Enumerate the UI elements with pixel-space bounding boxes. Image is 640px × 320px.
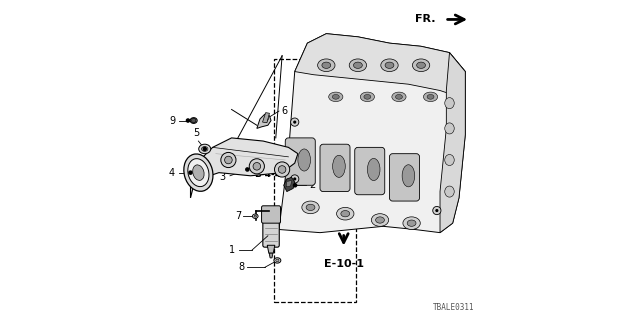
Ellipse shape — [322, 62, 331, 68]
Ellipse shape — [190, 118, 197, 124]
Circle shape — [221, 152, 236, 168]
Ellipse shape — [367, 158, 380, 180]
FancyBboxPatch shape — [355, 148, 385, 195]
Text: 7: 7 — [235, 211, 241, 221]
FancyBboxPatch shape — [263, 217, 279, 247]
Circle shape — [275, 162, 290, 177]
Ellipse shape — [341, 211, 349, 217]
Ellipse shape — [417, 62, 426, 68]
FancyBboxPatch shape — [320, 144, 350, 192]
Circle shape — [191, 118, 196, 123]
Circle shape — [225, 156, 232, 164]
Ellipse shape — [276, 259, 279, 262]
Ellipse shape — [202, 147, 208, 151]
Text: B-4-4: B-4-4 — [253, 170, 281, 179]
Circle shape — [249, 159, 264, 174]
Polygon shape — [262, 113, 269, 123]
Circle shape — [293, 177, 296, 180]
Ellipse shape — [298, 149, 310, 171]
Ellipse shape — [407, 220, 416, 226]
Text: 8: 8 — [238, 262, 244, 272]
Circle shape — [433, 206, 441, 215]
Ellipse shape — [302, 201, 319, 214]
Polygon shape — [284, 177, 295, 192]
Ellipse shape — [396, 94, 403, 99]
Ellipse shape — [424, 92, 438, 101]
Circle shape — [294, 184, 296, 187]
FancyBboxPatch shape — [390, 154, 419, 201]
Circle shape — [203, 148, 206, 150]
Ellipse shape — [412, 59, 429, 72]
Ellipse shape — [364, 94, 371, 99]
Text: E-10-1: E-10-1 — [324, 260, 364, 269]
Ellipse shape — [427, 94, 434, 99]
Text: 6: 6 — [282, 106, 287, 116]
Circle shape — [253, 163, 260, 170]
Ellipse shape — [274, 258, 281, 263]
Ellipse shape — [381, 59, 398, 72]
Ellipse shape — [445, 155, 454, 165]
Circle shape — [254, 215, 257, 218]
Text: 1: 1 — [228, 245, 235, 255]
Ellipse shape — [193, 165, 204, 180]
Ellipse shape — [445, 123, 454, 134]
Ellipse shape — [333, 155, 345, 177]
Polygon shape — [257, 114, 271, 128]
Text: 3: 3 — [219, 172, 225, 182]
Ellipse shape — [337, 207, 354, 220]
Circle shape — [293, 121, 296, 124]
Ellipse shape — [353, 62, 362, 68]
Polygon shape — [191, 138, 298, 198]
Ellipse shape — [402, 165, 415, 187]
Ellipse shape — [349, 59, 367, 72]
Circle shape — [265, 117, 268, 121]
FancyBboxPatch shape — [285, 138, 316, 185]
Ellipse shape — [184, 154, 213, 191]
Ellipse shape — [376, 217, 385, 223]
Circle shape — [186, 119, 189, 122]
Polygon shape — [269, 253, 273, 258]
Text: 5: 5 — [193, 128, 199, 138]
Circle shape — [435, 209, 438, 212]
Text: 4: 4 — [168, 168, 175, 178]
Polygon shape — [295, 34, 465, 97]
Ellipse shape — [403, 217, 420, 229]
Ellipse shape — [385, 62, 394, 68]
Text: B-4-3: B-4-3 — [253, 162, 281, 171]
Text: TBALE0311: TBALE0311 — [433, 303, 475, 312]
Ellipse shape — [254, 215, 257, 217]
Circle shape — [189, 171, 192, 174]
Ellipse shape — [392, 92, 406, 101]
Ellipse shape — [371, 214, 388, 226]
Circle shape — [246, 168, 249, 171]
Text: FR.: FR. — [415, 14, 435, 24]
Ellipse shape — [445, 186, 454, 197]
Ellipse shape — [332, 94, 339, 99]
FancyBboxPatch shape — [262, 206, 280, 223]
Ellipse shape — [252, 214, 258, 219]
Polygon shape — [440, 52, 465, 233]
Ellipse shape — [188, 159, 209, 187]
Circle shape — [291, 118, 299, 126]
Text: 9: 9 — [169, 116, 175, 125]
Ellipse shape — [360, 92, 374, 101]
Ellipse shape — [306, 204, 315, 211]
Ellipse shape — [317, 59, 335, 72]
Circle shape — [291, 175, 299, 183]
Ellipse shape — [329, 92, 343, 101]
Polygon shape — [286, 180, 292, 187]
Circle shape — [278, 166, 286, 173]
Polygon shape — [279, 34, 465, 233]
Circle shape — [276, 259, 279, 262]
Ellipse shape — [445, 98, 454, 109]
Text: 2: 2 — [309, 180, 315, 190]
Ellipse shape — [198, 144, 211, 154]
Polygon shape — [268, 245, 275, 253]
